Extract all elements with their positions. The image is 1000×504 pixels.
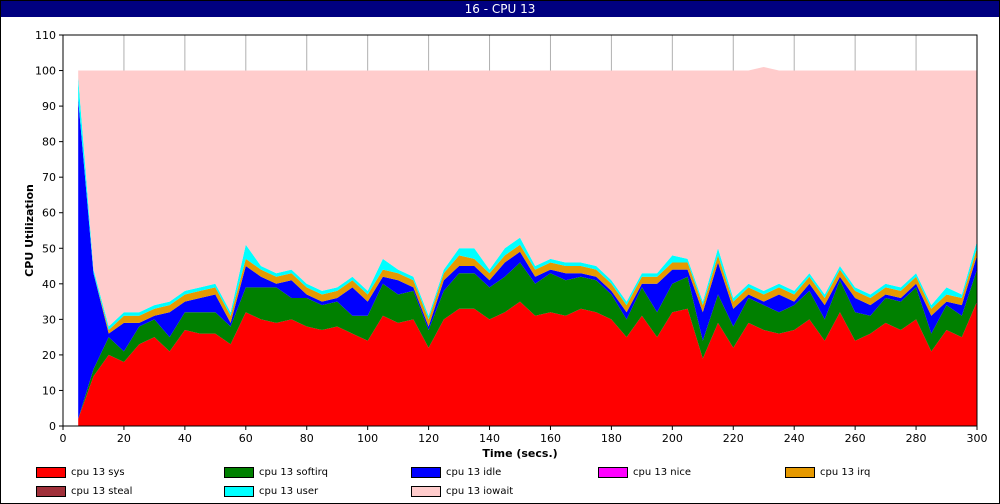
y-tick-label: 70 xyxy=(42,171,56,184)
x-tick-label: 80 xyxy=(300,432,314,445)
x-tick-label: 60 xyxy=(239,432,253,445)
series-area-cpu-13-sys xyxy=(78,301,977,426)
legend-swatch xyxy=(36,467,66,478)
x-tick-label: 280 xyxy=(906,432,927,445)
x-tick-label: 220 xyxy=(723,432,744,445)
y-tick-label: 0 xyxy=(49,420,56,433)
x-axis-label: Time (secs.) xyxy=(482,447,557,460)
series-area-cpu-13-user xyxy=(78,77,977,330)
y-tick-label: 60 xyxy=(42,207,56,220)
legend-swatch xyxy=(598,467,628,478)
y-tick-label: 10 xyxy=(42,384,56,397)
legend-label: cpu 13 sys xyxy=(71,467,125,478)
x-tick-label: 40 xyxy=(178,432,192,445)
legend-swatch xyxy=(36,486,66,497)
x-tick-label: 20 xyxy=(117,432,131,445)
x-tick-label: 240 xyxy=(784,432,805,445)
y-axis-label: CPU Utilization xyxy=(23,184,36,277)
x-tick-label: 180 xyxy=(601,432,622,445)
x-tick-label: 200 xyxy=(662,432,683,445)
legend-label: cpu 13 steal xyxy=(71,486,133,497)
x-tick-label: 120 xyxy=(418,432,439,445)
x-tick-label: 260 xyxy=(845,432,866,445)
legend-label: cpu 13 idle xyxy=(446,467,502,478)
legend-swatch xyxy=(224,486,254,497)
legend-label: cpu 13 iowait xyxy=(446,486,514,497)
legend-label: cpu 13 user xyxy=(259,486,319,497)
legend-swatch xyxy=(411,467,441,478)
y-tick-label: 100 xyxy=(35,65,56,78)
y-tick-label: 80 xyxy=(42,136,56,149)
legend-label: cpu 13 nice xyxy=(633,467,692,478)
series-area-cpu-13-softirq xyxy=(78,262,977,419)
x-tick-label: 300 xyxy=(967,432,988,445)
y-tick-label: 20 xyxy=(42,349,56,362)
x-tick-label: 100 xyxy=(357,432,378,445)
series-area-cpu-13-iowait xyxy=(78,67,977,327)
legend-swatch xyxy=(411,486,441,497)
series-area-cpu-13-irq xyxy=(78,99,977,334)
plot-border xyxy=(62,34,978,427)
legend-label: cpu 13 softirq xyxy=(259,467,328,478)
x-tick-label: 0 xyxy=(60,432,67,445)
legend-label: cpu 13 irq xyxy=(820,467,871,478)
y-tick-label: 110 xyxy=(35,29,56,42)
legend-swatch xyxy=(785,467,815,478)
x-tick-label: 140 xyxy=(479,432,500,445)
x-tick-label: 160 xyxy=(540,432,561,445)
legend-swatch xyxy=(224,467,254,478)
y-tick-label: 40 xyxy=(42,278,56,291)
y-tick-label: 90 xyxy=(42,100,56,113)
window-title: 16 - CPU 13 xyxy=(1,1,999,17)
y-tick-label: 30 xyxy=(42,313,56,326)
y-tick-label: 50 xyxy=(42,242,56,255)
